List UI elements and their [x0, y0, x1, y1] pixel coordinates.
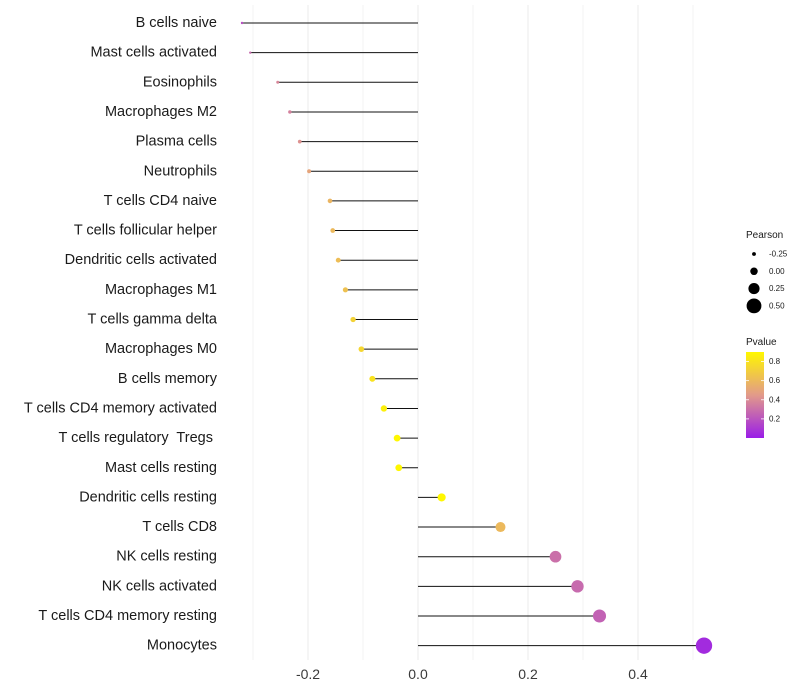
category-label: Monocytes [147, 638, 217, 654]
colorbar-tick-label: 0.8 [769, 357, 781, 366]
data-point [330, 228, 336, 233]
legend-pearson-items: -0.25 0.00 0.25 0.50 [746, 250, 788, 314]
data-point [350, 316, 356, 323]
x-axis-tick-labels: -0.2 0.0 0.2 0.4 [296, 666, 648, 682]
pvalue-colorbar [746, 352, 764, 438]
legend-size-dot [750, 267, 758, 276]
data-point [571, 580, 584, 593]
data-point [327, 198, 333, 204]
data-point [592, 609, 607, 623]
x-tick-label: 0.2 [518, 666, 538, 682]
legend-pearson-title: Pearson [746, 230, 783, 241]
data-point [249, 51, 252, 54]
category-label: T cells CD8 [142, 519, 217, 535]
x-tick-label: 0.4 [628, 666, 648, 682]
category-label: Macrophages M1 [105, 282, 217, 298]
category-label: Mast cells activated [90, 45, 217, 61]
pvalue-colorbar-ticks: 0.8 0.6 0.4 0.2 [746, 357, 781, 423]
legend-size-label: -0.25 [769, 250, 788, 259]
data-point [495, 522, 506, 533]
data-point [288, 110, 292, 114]
category-label: T cells CD4 memory resting [38, 608, 217, 624]
category-label: Dendritic cells resting [79, 489, 217, 505]
data-point [549, 550, 562, 563]
data-point [342, 287, 348, 293]
legend-size-dot [746, 298, 762, 314]
legend-size-dot [752, 252, 756, 256]
legend-size-label: 0.25 [769, 284, 785, 293]
data-point [307, 169, 312, 174]
data-point [240, 21, 244, 25]
category-label: Neutrophils [144, 163, 217, 179]
x-tick-label: 0.0 [408, 666, 428, 682]
legend-size-label: 0.00 [769, 267, 785, 276]
category-label: T cells regulatory Tregs [59, 430, 218, 446]
stem-lines [242, 22, 704, 647]
data-point [380, 405, 388, 412]
grid-lines [252, 5, 694, 660]
data-point [369, 375, 376, 382]
colorbar-tick-label: 0.4 [769, 395, 781, 404]
data-point [297, 139, 302, 144]
data-point [393, 434, 401, 442]
legend: Pearson -0.250.000.250.50 Pvalue 0.80.60… [746, 230, 788, 438]
data-point [358, 346, 365, 352]
category-label: Mast cells resting [105, 460, 217, 476]
data-point [276, 80, 280, 84]
data-point [395, 464, 403, 472]
data-point [695, 637, 713, 654]
legend-pvalue-title: Pvalue [746, 337, 777, 348]
category-label: B cells memory [118, 371, 218, 387]
category-label: T cells follicular helper [74, 223, 217, 239]
category-label: Eosinophils [143, 74, 217, 90]
category-label: T cells gamma delta [88, 312, 218, 328]
category-label: NK cells activated [102, 578, 217, 594]
category-label: Macrophages M0 [105, 341, 217, 357]
data-point [437, 493, 446, 502]
category-label: NK cells resting [116, 549, 217, 565]
data-points [240, 21, 713, 654]
category-label: B cells naive [136, 15, 217, 31]
data-point [335, 257, 341, 263]
colorbar-tick-label: 0.2 [769, 414, 781, 423]
colorbar-tick-label: 0.6 [769, 376, 781, 385]
x-tick-label: -0.2 [296, 666, 320, 682]
legend-size-dot [748, 283, 760, 295]
y-axis-labels: B cells naive Mast cells activated Eosinop… [24, 15, 218, 654]
category-label: Dendritic cells activated [65, 252, 217, 268]
legend-size-label: 0.50 [769, 301, 785, 310]
category-label: Plasma cells [136, 134, 217, 150]
category-label: Macrophages M2 [105, 104, 217, 120]
category-label: T cells CD4 naive [104, 193, 217, 209]
category-label: T cells CD4 memory activated [24, 400, 217, 416]
